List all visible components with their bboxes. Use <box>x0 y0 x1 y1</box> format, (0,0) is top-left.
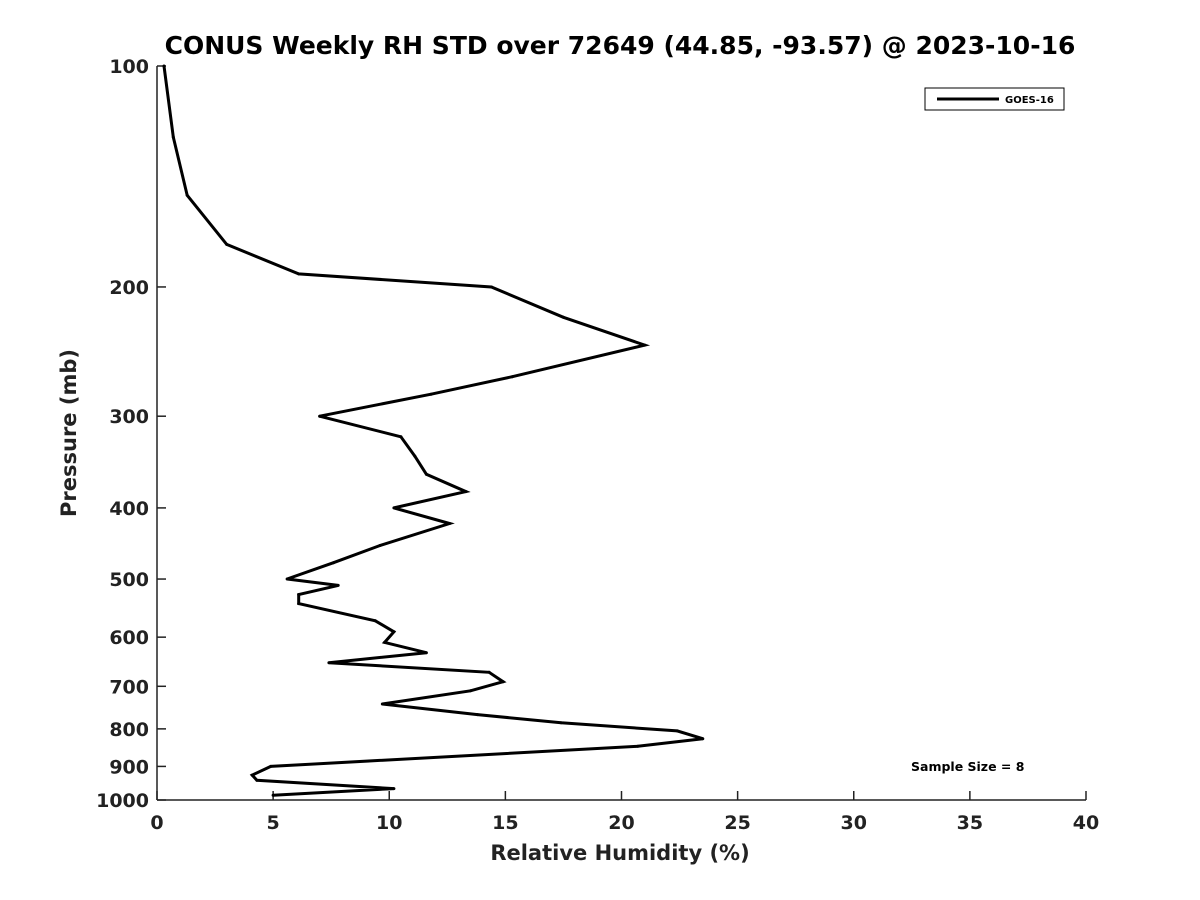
y-tick-label: 900 <box>109 756 149 778</box>
data-point <box>378 544 382 547</box>
data-point <box>559 721 563 725</box>
x-tick-label: 40 <box>1073 812 1099 834</box>
data-point <box>510 375 514 379</box>
y-tick-label: 800 <box>109 719 149 741</box>
y-tick-label: 300 <box>109 406 149 428</box>
y-tick-label: 100 <box>109 56 149 78</box>
x-tick-label: 10 <box>376 812 402 834</box>
series-layer <box>162 64 705 797</box>
data-point <box>297 593 301 597</box>
data-point <box>399 435 403 439</box>
data-point <box>424 472 428 476</box>
data-point <box>318 414 322 418</box>
data-point <box>225 242 229 246</box>
y-tick-label: 200 <box>109 277 149 299</box>
y-tick-label: 500 <box>109 569 149 591</box>
data-point <box>464 490 468 494</box>
data-point <box>469 689 472 693</box>
data-point <box>392 506 396 510</box>
data-point <box>501 680 505 684</box>
data-point <box>269 764 273 768</box>
data-point <box>489 285 493 289</box>
y-tick-label: 700 <box>109 676 149 698</box>
data-point <box>336 583 340 587</box>
data-point <box>448 522 452 525</box>
x-tick-label: 25 <box>724 812 750 834</box>
legend: GOES-16 <box>924 87 1065 111</box>
data-point <box>332 561 335 565</box>
data-point <box>636 744 640 748</box>
data-point <box>561 315 565 319</box>
data-point <box>255 778 259 782</box>
data-point <box>285 577 289 581</box>
data-point <box>383 640 387 644</box>
x-ticks: 0 5 10 15 20 25 30 35 40 <box>150 791 1099 834</box>
data-point <box>185 193 189 197</box>
data-point <box>250 773 254 777</box>
data-point <box>297 272 301 276</box>
data-point <box>675 729 679 733</box>
series-line-goes-16 <box>162 65 704 797</box>
y-tick-label: 600 <box>109 627 149 649</box>
y-tick-label: 1000 <box>96 790 149 812</box>
data-point <box>380 702 384 706</box>
data-point <box>271 793 275 797</box>
x-tick-label: 20 <box>608 812 634 834</box>
x-axis-label: Relative Humidity (%) <box>490 841 749 865</box>
data-point <box>392 787 396 791</box>
y-axis-label: Pressure (mb) <box>57 349 81 517</box>
data-point <box>429 392 433 396</box>
x-tick-label: 15 <box>492 812 518 834</box>
x-tick-label: 30 <box>841 812 867 834</box>
data-point <box>327 661 331 665</box>
data-point <box>162 64 166 68</box>
data-point <box>171 135 175 139</box>
data-point <box>413 454 417 458</box>
data-point <box>424 651 428 655</box>
data-point <box>297 602 301 606</box>
legend-label-goes-16: GOES-16 <box>1005 95 1054 106</box>
y-ticks: 100 200 300 400 500 600 700 800 900 1000 <box>96 56 166 812</box>
data-point <box>476 713 479 717</box>
x-tick-label: 35 <box>957 812 983 834</box>
x-tick-label: 0 <box>150 812 163 834</box>
data-point <box>643 343 647 347</box>
data-point <box>392 630 396 634</box>
x-tick-label: 5 <box>267 812 280 834</box>
data-point <box>701 737 705 741</box>
chart-title: CONUS Weekly RH STD over 72649 (44.85, -… <box>165 31 1076 60</box>
plot-area <box>156 66 1086 801</box>
y-tick-label: 400 <box>109 498 149 520</box>
sample-size-annotation: Sample Size = 8 <box>911 759 1024 774</box>
data-point <box>373 619 377 623</box>
data-point <box>487 670 491 674</box>
